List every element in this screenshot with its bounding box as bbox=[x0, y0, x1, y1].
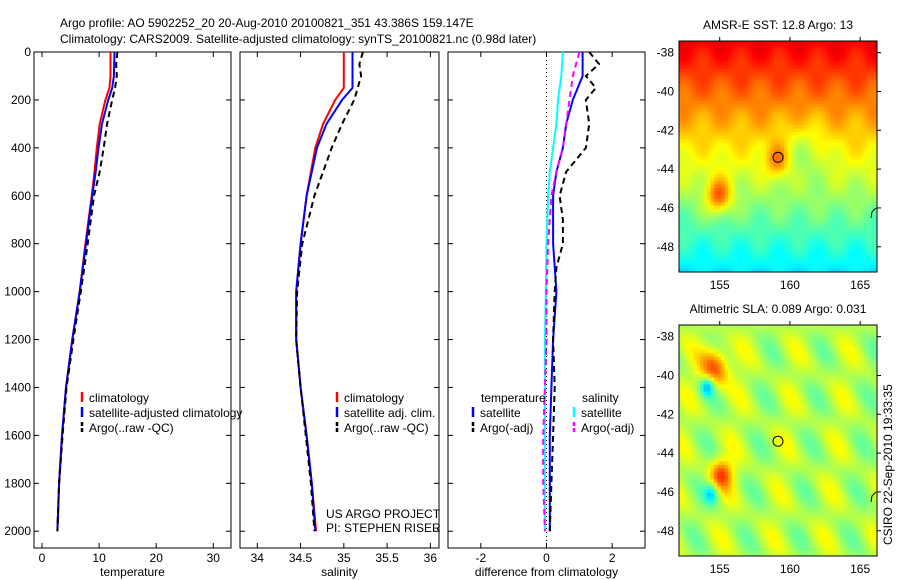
x-axis-label: salinity bbox=[321, 565, 358, 579]
legend-label: satellite bbox=[480, 406, 521, 420]
map-frame bbox=[678, 324, 878, 557]
y-tick-label: -48 bbox=[657, 240, 675, 254]
x-tick-label: 35 bbox=[337, 551, 351, 565]
y-tick-label: -38 bbox=[657, 330, 675, 344]
y-tick-label: -44 bbox=[657, 162, 675, 176]
timestamp-label: CSIRO 22-Sep-2010 19:33:35 bbox=[881, 384, 895, 545]
x-tick-label: 34 bbox=[251, 551, 265, 565]
y-tick-label: -44 bbox=[657, 446, 675, 460]
y-tick-label: -40 bbox=[657, 368, 675, 382]
map-title: Altimetric SLA: 0.089 Argo: 0.031 bbox=[690, 302, 867, 316]
plot-frame bbox=[239, 51, 440, 549]
legend-label: climatology bbox=[89, 391, 149, 405]
x-tick-label: 0 bbox=[543, 551, 550, 565]
y-tick-label: -48 bbox=[657, 524, 675, 538]
x-tick-label: 165 bbox=[850, 562, 870, 576]
x-tick-label: 160 bbox=[780, 278, 800, 292]
legend-label: Argo(..raw -QC) bbox=[344, 421, 429, 435]
y-tick-label: 1800 bbox=[4, 476, 31, 490]
legend-header: temperature bbox=[481, 391, 546, 405]
legend-label: Argo(-adj) bbox=[480, 421, 533, 435]
x-tick-label: 165 bbox=[850, 278, 870, 292]
x-tick-label: 155 bbox=[710, 278, 730, 292]
series-line-temperature-argo-adj- bbox=[548, 51, 601, 532]
y-tick-label: -42 bbox=[657, 407, 675, 421]
legend-label: Argo(-adj) bbox=[581, 421, 634, 435]
series-line-satellite-adj-clim- bbox=[295, 52, 354, 532]
x-tick-label: 10 bbox=[92, 551, 106, 565]
series-line-temperature-satellite bbox=[548, 52, 584, 532]
y-tick-label: 1000 bbox=[4, 285, 31, 299]
x-tick-label: 34.5 bbox=[289, 551, 313, 565]
sst-map-image bbox=[679, 41, 877, 272]
y-tick-label: -46 bbox=[657, 485, 675, 499]
y-tick-label: 200 bbox=[11, 93, 31, 107]
y-tick-label: -40 bbox=[657, 84, 675, 98]
y-tick-label: 800 bbox=[11, 237, 31, 251]
y-tick-label: 0 bbox=[24, 45, 31, 59]
y-tick-label: 2000 bbox=[4, 524, 31, 538]
x-tick-label: 155 bbox=[710, 562, 730, 576]
profile-panel-1: 0 10 20 30 temperature 0 200 400 600 800 1000 1200 1… bbox=[4, 45, 242, 579]
x-tick-label: 2 bbox=[609, 551, 616, 565]
x-tick-label: 35.5 bbox=[375, 551, 399, 565]
legend-label: climatology bbox=[344, 391, 404, 405]
argo-location-marker bbox=[772, 435, 784, 447]
map-title: AMSR-E SST: 12.8 Argo: 13 bbox=[703, 18, 853, 32]
argo-location-marker bbox=[772, 151, 784, 163]
legend-label: satellite-adjusted climatology bbox=[89, 406, 242, 420]
y-tick-label: 1600 bbox=[4, 428, 31, 442]
y-tick-label: 1400 bbox=[4, 380, 31, 394]
series-line-salinity-argo-adj- bbox=[542, 51, 581, 532]
legend-label: satellite adj. clim. bbox=[344, 406, 435, 420]
title-line-1: Argo profile: AO 5902252_20 20-Aug-2010 … bbox=[60, 16, 474, 30]
legend-label: satellite bbox=[581, 406, 622, 420]
y-tick-label: -38 bbox=[657, 46, 675, 60]
coastline bbox=[870, 207, 877, 219]
y-tick-label: -42 bbox=[657, 123, 675, 137]
map-panel-2: Altimetric SLA: 0.089 Argo: 0.031 155 160 1… bbox=[657, 302, 881, 576]
credit-project: US ARGO PROJECT bbox=[326, 507, 441, 521]
x-tick-label: 0 bbox=[39, 551, 46, 565]
x-tick-label: 36 bbox=[424, 551, 438, 565]
series-line-climatology bbox=[295, 52, 345, 532]
x-tick-label: 160 bbox=[780, 562, 800, 576]
y-tick-label: 1200 bbox=[4, 333, 31, 347]
series-line-salinity-satellite bbox=[543, 51, 564, 532]
series-line-argo-raw-qc- bbox=[56, 51, 119, 532]
coastline bbox=[870, 491, 877, 503]
series-line-satellite-adjusted-climatology bbox=[56, 51, 116, 532]
title-line-2: Climatology: CARS2009. Satellite-adjuste… bbox=[60, 32, 536, 46]
map-frame bbox=[678, 40, 878, 273]
x-tick-label: 30 bbox=[207, 551, 221, 565]
x-axis-label: temperature bbox=[100, 565, 165, 579]
legend-label: Argo(..raw -QC) bbox=[89, 421, 174, 435]
sla-map-image bbox=[679, 325, 877, 556]
y-tick-label: 600 bbox=[11, 189, 31, 203]
y-tick-label: -46 bbox=[657, 201, 675, 215]
x-tick-label: 20 bbox=[150, 551, 164, 565]
x-tick-label: -2 bbox=[475, 551, 486, 565]
credit-pi: PI: STEPHEN RISER bbox=[326, 521, 441, 535]
plot-frame bbox=[33, 51, 232, 549]
x-axis-label: difference from climatology bbox=[475, 565, 618, 579]
series-line-argo-raw-qc- bbox=[295, 51, 364, 532]
map-panel-1: AMSR-E SST: 12.8 Argo: 13 155 160 165 -38 -40… bbox=[657, 18, 881, 292]
legend-header: salinity bbox=[582, 391, 619, 405]
profile-panel-2: 34 34.5 35 35.5 36 salinity climatologysatelli… bbox=[239, 51, 440, 579]
y-tick-label: 400 bbox=[11, 141, 31, 155]
